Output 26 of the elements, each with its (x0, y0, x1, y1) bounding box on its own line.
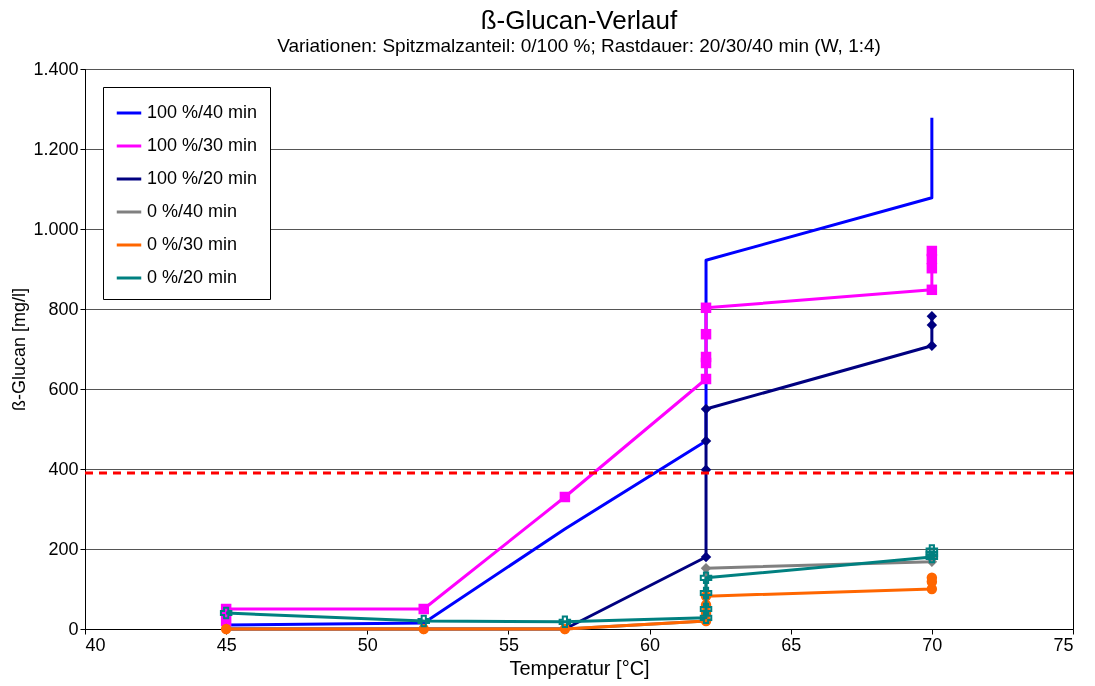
x-tick-label: 65 (781, 634, 802, 655)
x-tick-label: 45 (216, 634, 237, 655)
y-tick-label: 1.400 (33, 58, 79, 79)
legend-label: 0 %/30 min (147, 234, 238, 254)
x-tick-label: 55 (498, 634, 519, 655)
y-tick-label: 0 (68, 618, 79, 639)
legend-label: 0 %/20 min (147, 267, 238, 287)
y-tick-label: 200 (48, 538, 79, 559)
y-tick-label: 600 (48, 378, 79, 399)
x-axis-title: Temperatur [°C] (509, 656, 650, 679)
y-axis-title: ß-Glucan [mg/l] (9, 287, 30, 412)
x-tick-label: 50 (357, 634, 378, 655)
y-tick-label: 1.200 (33, 138, 79, 159)
x-tick-label: 70 (922, 634, 943, 655)
legend-label: 100 %/30 min (147, 135, 258, 155)
x-tick-label: 40 (85, 634, 106, 655)
legend-label: 0 %/40 min (147, 201, 238, 221)
legend-label: 100 %/40 min (147, 102, 258, 122)
x-tick-label: 75 (1053, 634, 1074, 655)
y-tick-label: 800 (48, 298, 79, 319)
legend-label: 100 %/20 min (147, 168, 258, 188)
chart-title: ß-Glucan-Verlauf (480, 5, 679, 35)
chart-subtitle: Variationen: Spitzmalzanteil: 0/100 %; Rastdauer: 20/30/40 min (W, 1:4) (277, 35, 881, 56)
y-tick-label: 1.000 (33, 218, 79, 239)
y-tick-label: 400 (48, 458, 79, 479)
x-tick-label: 60 (640, 634, 661, 655)
